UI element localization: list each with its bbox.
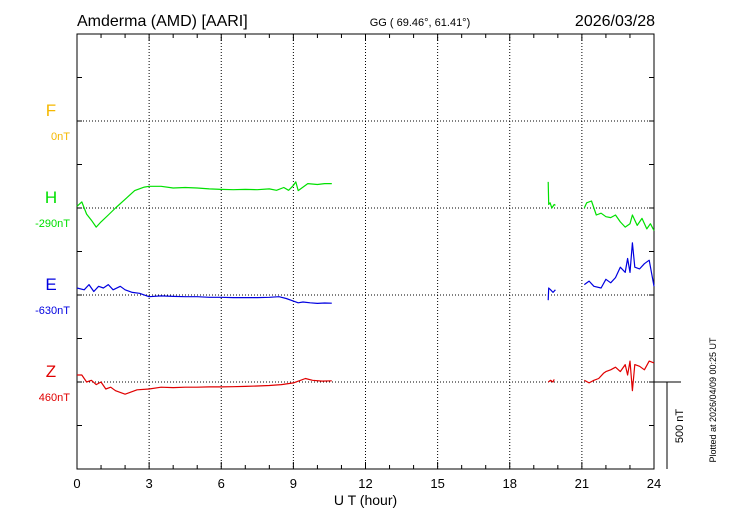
scale-bar: 500 nT (654, 381, 686, 469)
plotted-timestamp: Plotted at 2026/04/09 00:25 UT (708, 337, 718, 463)
channel-name-e: E (45, 275, 56, 294)
scale-bar-label: 500 nT (674, 409, 686, 444)
x-tick-label: 12 (358, 476, 372, 491)
traces (76, 181, 655, 395)
x-axis: 0 3 6 9 12 15 18 21 24 (73, 34, 661, 491)
channel-baseline-z: 460nT (39, 392, 70, 404)
channel-baseline-e: -630nT (35, 305, 70, 317)
coordinates: GG ( 69.46°, 61.41°) (370, 17, 471, 29)
x-tick-label: 21 (575, 476, 589, 491)
x-tick-label: 6 (218, 476, 225, 491)
x-tick-label: 18 (503, 476, 517, 491)
trace-z (584, 360, 655, 392)
channel-name-f: F (46, 101, 56, 120)
station-title: Amderma (AMD) [AARI] (77, 13, 248, 30)
trace-e (76, 284, 332, 304)
x-tick-label: 9 (290, 476, 297, 491)
date: 2026/03/28 (575, 13, 655, 30)
trace-z (77, 374, 332, 395)
x-tick-label: 3 (146, 476, 153, 491)
x-tick-label: 24 (647, 476, 661, 491)
x-tick-label: 0 (73, 476, 80, 491)
grid (77, 34, 654, 469)
trace-h (583, 200, 655, 231)
x-tick-label: 15 (430, 476, 444, 491)
channel-baseline-f: 0nT (51, 131, 70, 143)
channel-baseline-h: -290nT (35, 218, 70, 230)
x-axis-label: U T (hour) (334, 492, 397, 508)
trace-z (547, 379, 555, 383)
channel-labels: F 0nT H -290nT E -630nT Z 460nT (35, 101, 70, 404)
trace-e (583, 242, 655, 289)
trace-h (547, 181, 556, 209)
trace-e (547, 287, 556, 301)
channel-name-z: Z (46, 362, 56, 381)
trace-h (76, 181, 332, 228)
channel-name-h: H (45, 188, 57, 207)
